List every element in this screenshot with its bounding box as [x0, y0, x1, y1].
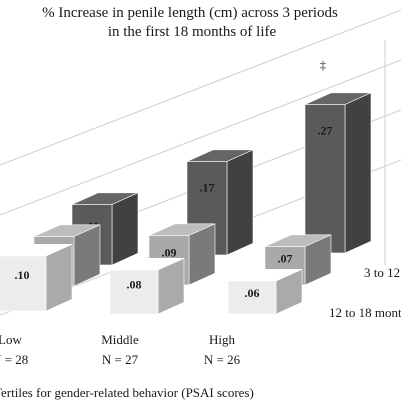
- category-n-middle: N = 27: [102, 352, 139, 367]
- bar-side-face: [111, 192, 139, 266]
- category-label-low: Low: [0, 332, 22, 347]
- bar-value-label: .08: [127, 277, 142, 291]
- text-labels: % Increase in penile length (cm) across …: [0, 5, 401, 400]
- bar-3-high: .06: [227, 268, 303, 315]
- chart-title-line-1: % Increase in penile length (cm) across …: [42, 5, 338, 21]
- bar-value-label: .17: [200, 181, 215, 195]
- bar-side-face: [226, 149, 254, 256]
- gridline: [0, 59, 401, 216]
- legend-label-3-to-12: 3 to 12 months: [364, 265, 401, 280]
- category-n-low: N = 28: [0, 352, 28, 367]
- bars: .11.17.27.09.09.07.10.08.06: [0, 92, 372, 315]
- category-n-high: N = 26: [204, 352, 241, 367]
- bar-front-face: [109, 269, 159, 315]
- bar-3-middle: .08: [109, 257, 185, 315]
- bar-value-label: .06: [245, 286, 260, 300]
- chart-title-line-2: in the first 18 months of life: [108, 24, 277, 40]
- gridline: [0, 9, 401, 166]
- category-label-high: High: [209, 332, 236, 347]
- bar-front-face: [227, 280, 277, 315]
- bar-1-high: .27: [304, 92, 372, 254]
- legend-label-12-to-18: 12 to 18 months: [329, 305, 401, 320]
- bar-3-low: .10: [0, 243, 73, 312]
- x-axis-title: Tertiles for gender-related behavior (PS…: [0, 385, 254, 400]
- bar-front-face: [0, 255, 47, 312]
- significance-marker: ‡: [320, 58, 326, 72]
- bar-value-label: .09: [162, 245, 177, 259]
- bar-value-label: .27: [318, 124, 333, 138]
- bar-value-label: .10: [15, 268, 30, 282]
- bar-side-face: [45, 243, 73, 312]
- category-label-middle: Middle: [101, 332, 139, 347]
- bar-front-face: [304, 104, 346, 254]
- bar-side-face: [344, 92, 372, 254]
- bar-value-label: .07: [278, 252, 293, 266]
